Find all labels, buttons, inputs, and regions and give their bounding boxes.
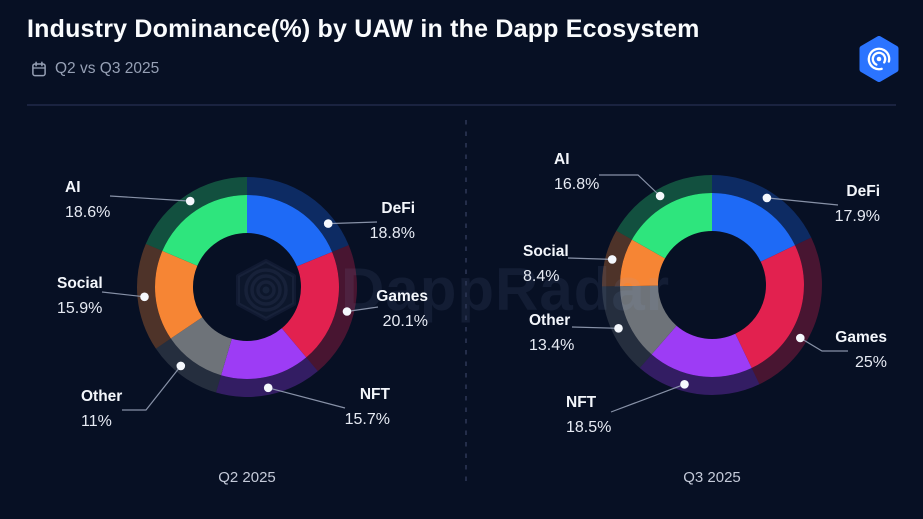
q2-other-outer-ring xyxy=(155,338,222,393)
q3-ai-callout-dot xyxy=(655,191,665,201)
q3-social-outer-ring xyxy=(602,230,632,287)
q2-ai-outer-ring xyxy=(145,176,247,251)
q3-defi-callout-line xyxy=(766,197,839,206)
q2-defi-callout-line xyxy=(328,221,378,225)
calendar-icon xyxy=(32,60,46,76)
q3-games-callout-dot xyxy=(796,333,805,343)
q3-social-slice xyxy=(620,239,666,287)
q2-social-slice xyxy=(154,250,203,339)
q3-other-slice xyxy=(620,285,677,355)
q2-games-slice xyxy=(281,251,340,358)
q2-other-callout-dot xyxy=(176,361,186,371)
q3-ai-outer-ring xyxy=(616,175,712,240)
q2-games-outer-ring xyxy=(306,245,358,372)
subtitle-text: Q2 vs Q3 2025 xyxy=(55,60,160,77)
q2-ai-callout-dot xyxy=(185,196,195,206)
q2-other-slice xyxy=(170,317,232,376)
q3-ai-callout-line xyxy=(599,174,661,197)
header-divider xyxy=(27,104,896,106)
q3-nft-callout-dot xyxy=(680,380,689,389)
q2-games-callout-line xyxy=(346,306,379,313)
q3-other-callout-line xyxy=(571,326,619,329)
chart-caption-q3: Q3 2025 xyxy=(683,469,741,486)
q3-social-callout-line xyxy=(567,257,613,260)
dappradar-logo xyxy=(859,36,899,82)
q2-social-callout-dot xyxy=(140,292,149,302)
q3-social-callout-dot xyxy=(607,255,617,264)
q3-other-callout-dot xyxy=(614,324,623,333)
q3-defi-callout-dot xyxy=(762,193,772,203)
q2-nft-slice xyxy=(221,328,307,379)
q2-defi-callout-dot xyxy=(323,219,333,228)
q3-games-callout-line xyxy=(799,337,848,352)
page-title: Industry Dominance(%) by UAW in the Dapp… xyxy=(27,15,700,43)
q3-nft-outer-ring xyxy=(639,354,760,395)
q2-games-callout-dot xyxy=(342,307,352,316)
q2-social-outer-ring xyxy=(136,243,171,349)
q3-nft-callout-line xyxy=(610,383,685,413)
q2-other-callout-line xyxy=(122,365,182,411)
q3-games-slice xyxy=(735,245,805,368)
q3-other-outer-ring xyxy=(602,286,652,368)
q3-ai-slice xyxy=(631,192,712,259)
chart-caption-q2: Q2 2025 xyxy=(218,469,276,486)
q2-nft-callout-dot xyxy=(263,383,273,393)
q2-ai-callout-line xyxy=(109,195,191,202)
q2-ai-slice xyxy=(162,195,247,266)
q3-defi-outer-ring xyxy=(712,175,812,246)
q3-defi-slice xyxy=(712,193,795,262)
q2-nft-callout-line xyxy=(268,387,346,409)
q2-defi-outer-ring xyxy=(247,177,349,252)
subtitle: Q2 vs Q3 2025 xyxy=(31,60,159,78)
q2-defi-slice xyxy=(247,195,333,267)
q2-social-callout-line xyxy=(101,291,145,298)
q3-games-outer-ring xyxy=(751,237,822,385)
q2-nft-outer-ring xyxy=(216,357,318,397)
q3-nft-slice xyxy=(651,325,752,378)
